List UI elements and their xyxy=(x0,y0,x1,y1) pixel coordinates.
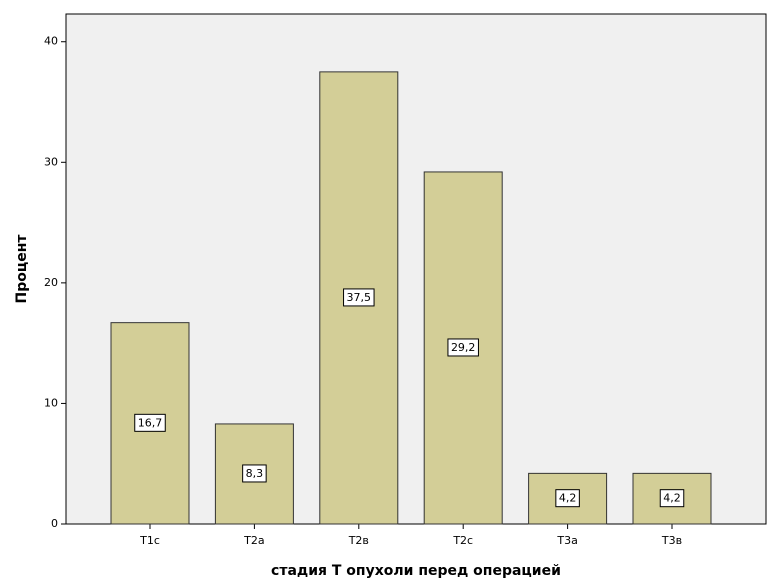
value-label: 16,7 xyxy=(138,416,163,429)
y-tick-label: 10 xyxy=(44,396,58,409)
x-tick-label: T2в xyxy=(348,534,369,547)
value-label: 4,2 xyxy=(559,492,577,505)
value-label-box xyxy=(134,413,166,432)
value-label-box xyxy=(555,489,580,508)
value-label-box xyxy=(343,288,375,307)
y-axis-label: Процент xyxy=(14,234,30,304)
value-label: 29,2 xyxy=(451,341,476,354)
value-label: 8,3 xyxy=(246,467,264,480)
x-tick-label: T3a xyxy=(556,534,577,547)
value-label: 37,5 xyxy=(347,291,372,304)
value-label: 4,2 xyxy=(663,492,681,505)
x-axis-label: стадия Т опухоли перед операцией xyxy=(271,563,561,579)
x-tick-label: T2c xyxy=(452,534,473,547)
value-label-box xyxy=(447,338,479,357)
y-tick-label: 0 xyxy=(51,517,58,530)
x-tick-label: T3в xyxy=(661,534,682,547)
x-tick-label: T2a xyxy=(243,534,264,547)
y-tick-label: 20 xyxy=(44,276,58,289)
y-tick-label: 30 xyxy=(44,155,58,168)
y-tick-label: 40 xyxy=(44,35,58,48)
x-tick-label: T1c xyxy=(139,534,160,547)
value-label-box xyxy=(242,464,267,483)
value-label-box xyxy=(659,489,685,508)
